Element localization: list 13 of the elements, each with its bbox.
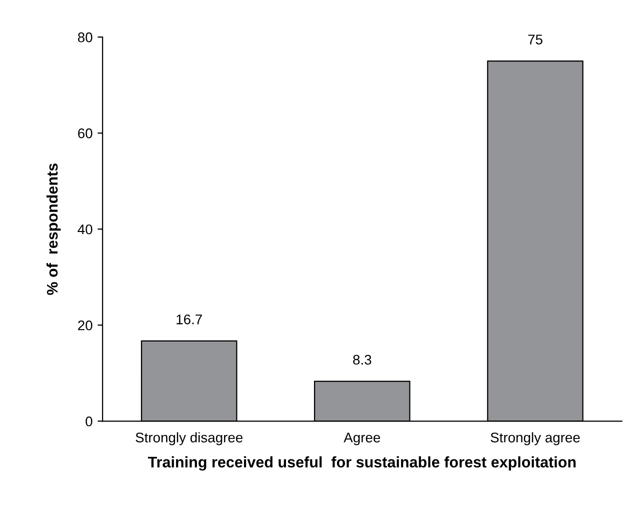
x-tick-label: Strongly disagree	[136, 432, 243, 446]
y-axis-title: % of respondents	[46, 164, 61, 295]
data-label: 75	[528, 34, 542, 44]
y-tick-label: 60	[78, 128, 92, 138]
data-label: 8.3	[353, 354, 372, 365]
y-tick-label: 80	[78, 32, 92, 42]
y-tick-label: 40	[78, 224, 92, 234]
x-tick-label: Strongly agree	[490, 432, 580, 446]
y-tick-label: 20	[78, 320, 92, 330]
x-tick-label: Agree	[344, 432, 380, 446]
data-label: 16.7	[176, 314, 202, 324]
x-axis-title: Training received useful for sustainable forest exploitation	[148, 456, 576, 471]
y-tick-label: 0	[86, 416, 92, 426]
